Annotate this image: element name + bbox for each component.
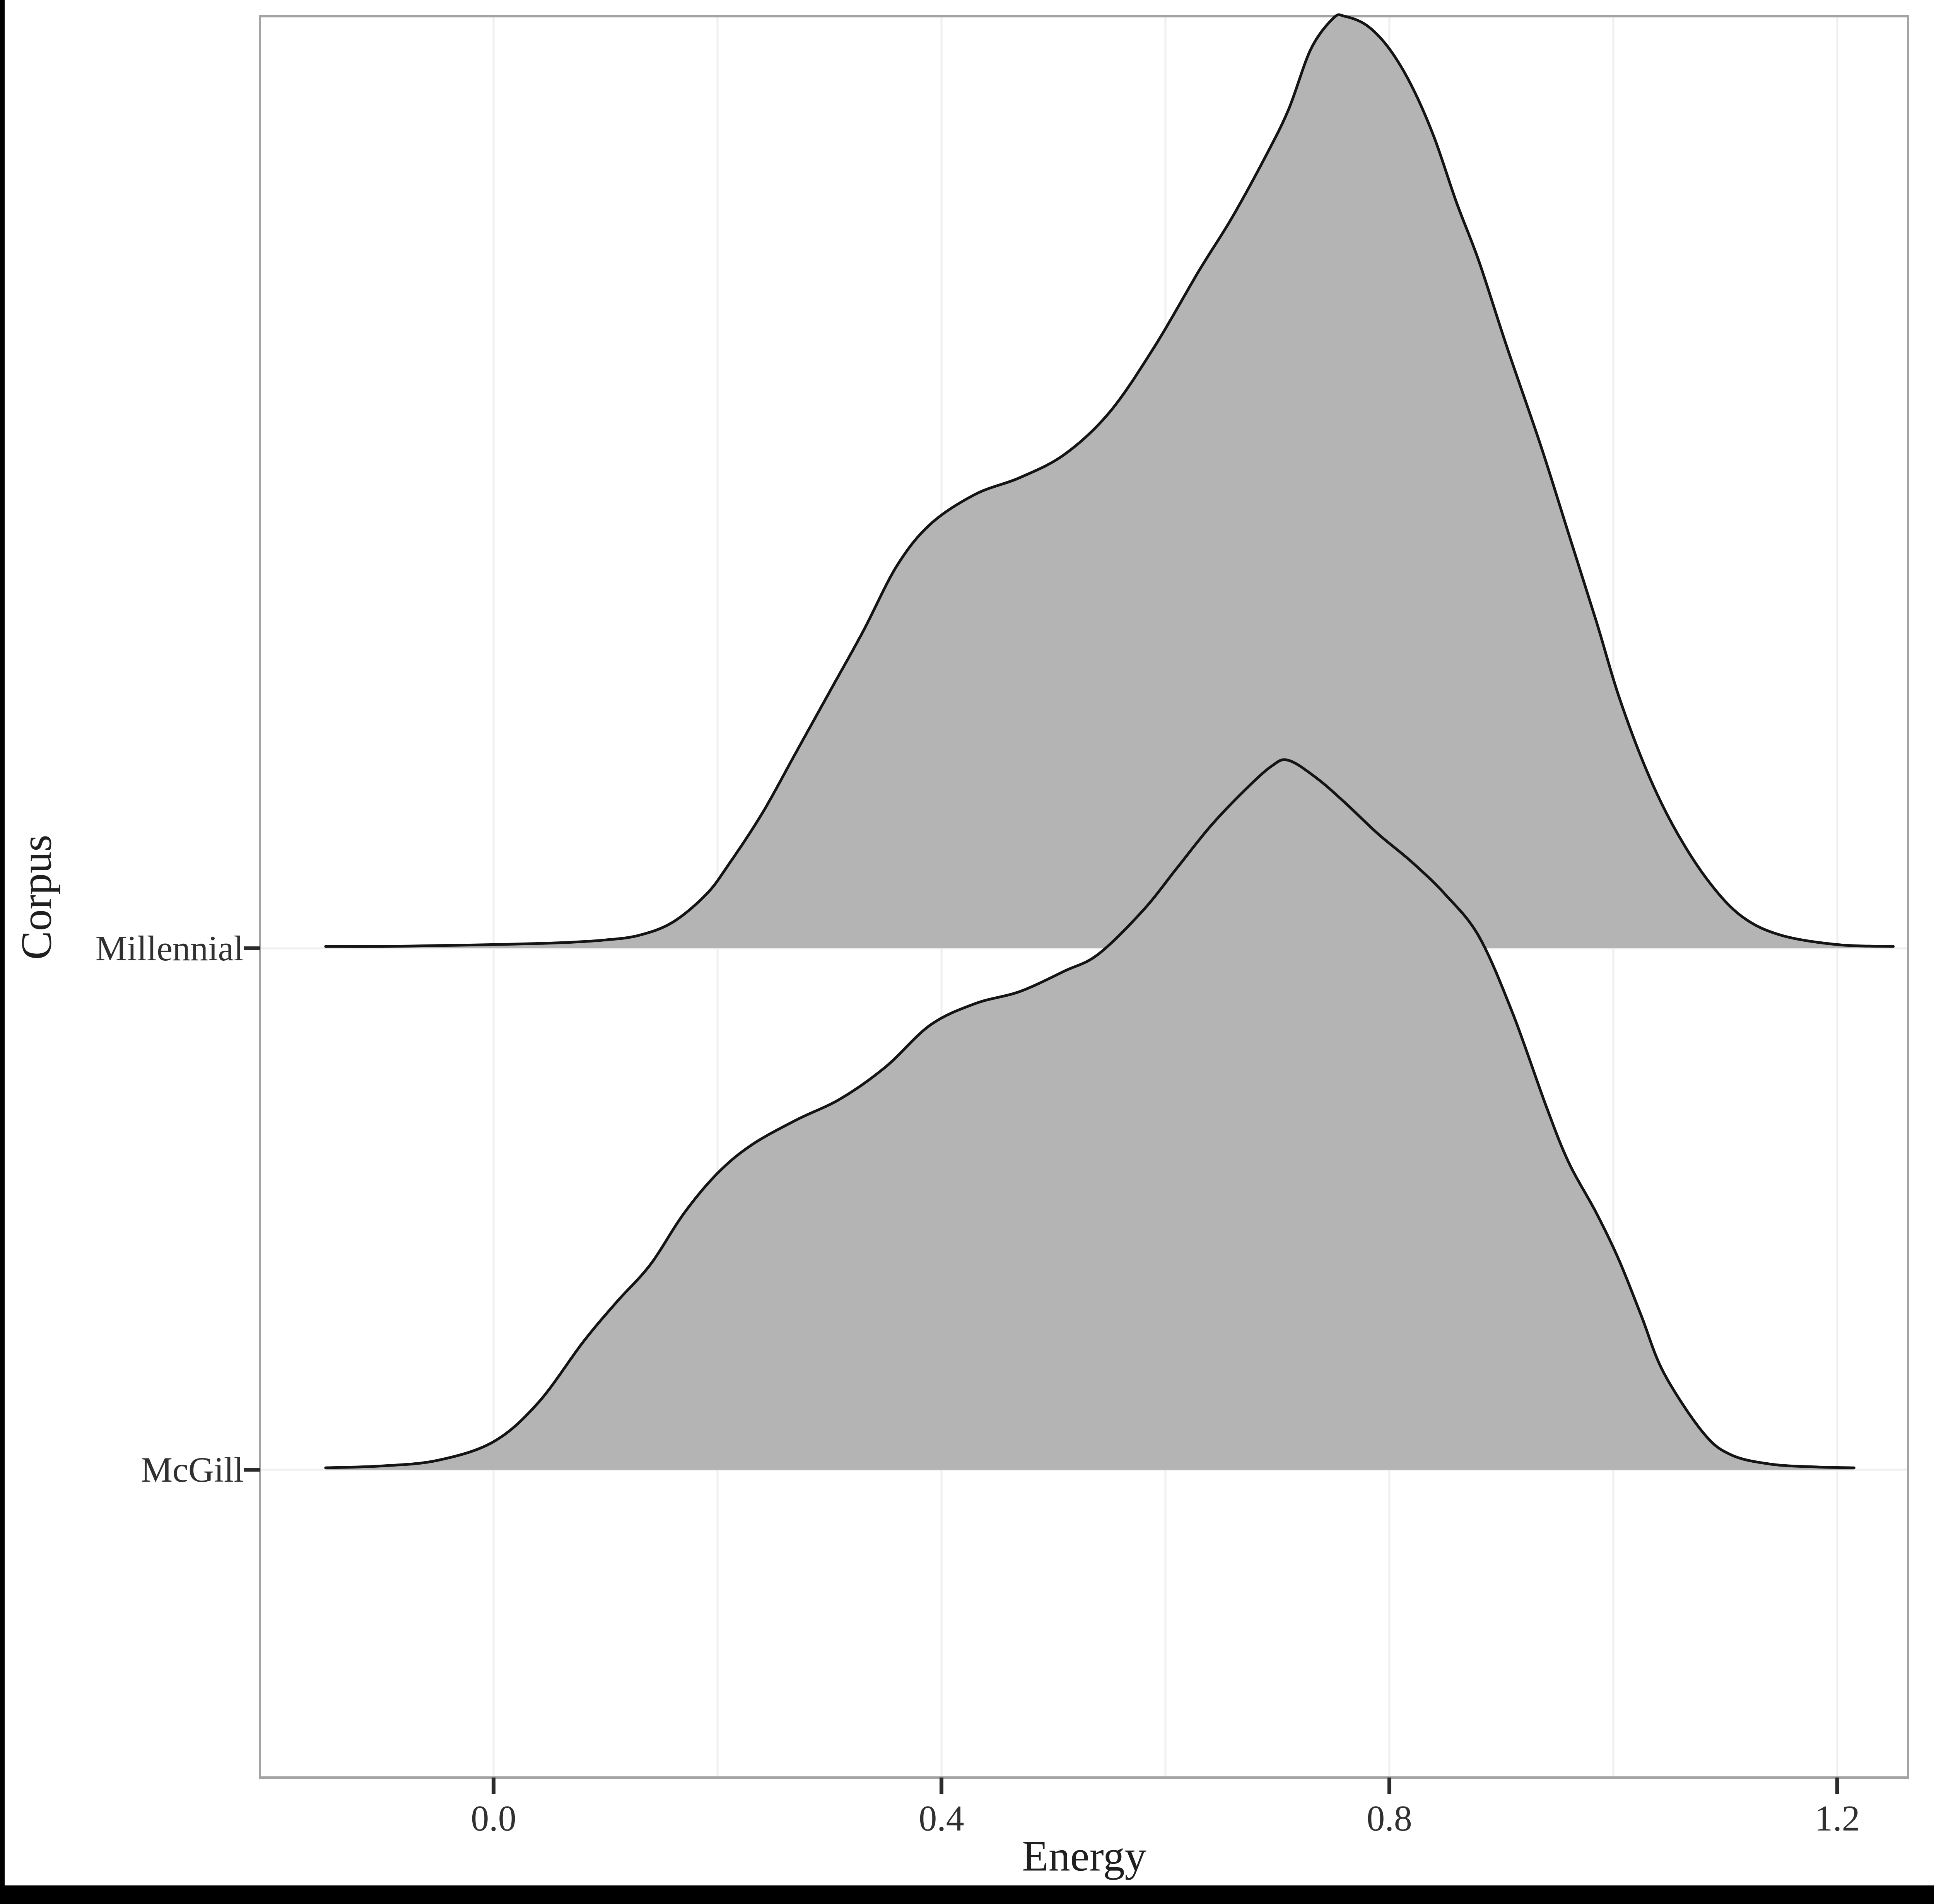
x-tick-label-0.0: 0.0 — [471, 1798, 516, 1839]
density-fill-mcgill — [325, 760, 1854, 1470]
density-outline-millennial — [324, 13, 1895, 948]
screenshot-bottom-black-edge — [0, 1885, 1934, 1904]
density-fill-millennial — [325, 14, 1893, 948]
screenshot-left-black-edge — [0, 0, 5, 1904]
panel-border — [259, 15, 1909, 1779]
y-axis-title: Corpus — [12, 835, 61, 960]
x-tick-label-0.4: 0.4 — [919, 1798, 964, 1839]
x-tick-label-0.8: 0.8 — [1367, 1798, 1412, 1839]
x-tick-label-1.2: 1.2 — [1814, 1798, 1860, 1839]
x-axis-title: Energy — [1022, 1832, 1146, 1880]
y-tick-label-millennial: Millennial — [95, 929, 244, 968]
y-tick-label-mcgill: McGill — [141, 1450, 244, 1489]
density-outline-mcgill — [324, 758, 1855, 1469]
